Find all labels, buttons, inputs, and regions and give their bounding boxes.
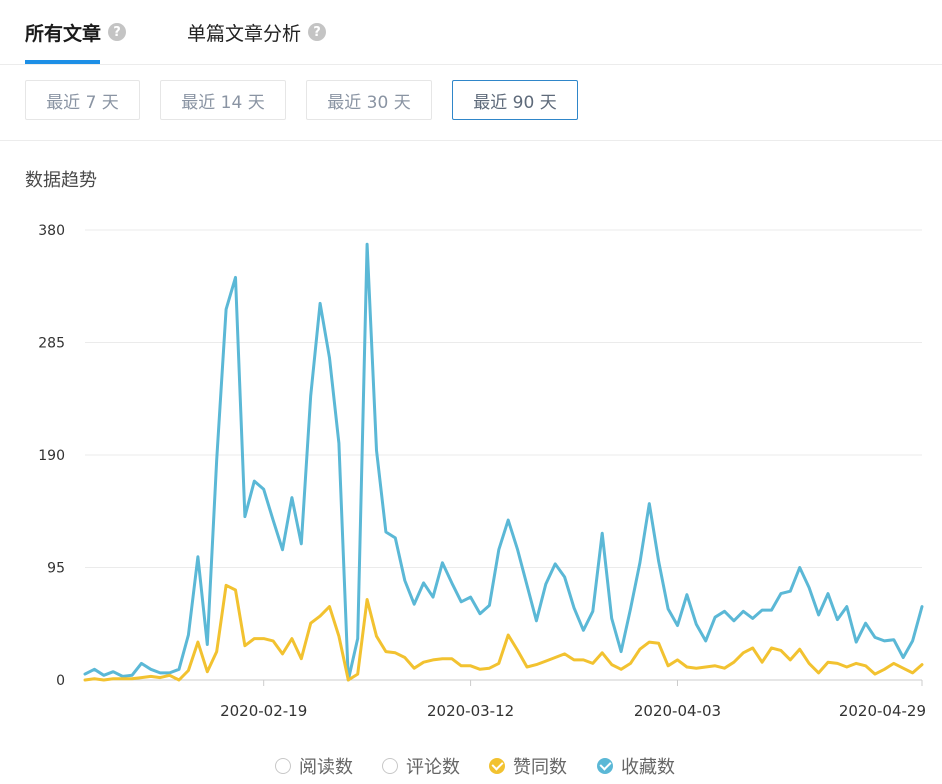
active-tab-indicator <box>25 60 100 64</box>
check-circle-icon <box>489 758 505 774</box>
y-tick-label: 380 <box>38 223 65 239</box>
tab-all-articles-label: 所有文章 <box>25 22 102 45</box>
series-line-收藏数 <box>83 242 924 682</box>
series-line-赞同数 <box>83 583 924 682</box>
checkbox-icon <box>382 758 398 774</box>
range-90-days-button[interactable]: 最近 90 天 <box>452 80 578 120</box>
legend-item-likes[interactable]: 赞同数 <box>489 752 567 780</box>
y-tick-label: 285 <box>38 336 65 352</box>
trend-chart: 380 285 190 95 0 2020-02-19 2020-03-12 2020-04-… <box>38 223 926 720</box>
help-icon[interactable]: ? <box>108 23 127 41</box>
tab-single-article-label: 单篇文章分析 <box>187 22 302 45</box>
tab-single-article-analysis[interactable]: 单篇文章分析 ? <box>187 0 327 64</box>
chart-legend: 阅读数 评论数 赞同数 收藏数 <box>0 752 942 782</box>
legend-item-favorites[interactable]: 收藏数 <box>597 752 675 780</box>
y-tick-label: 95 <box>47 561 65 577</box>
article-tabs: 所有文章 ? 单篇文章分析 ? <box>0 0 942 65</box>
legend-item-reads[interactable]: 阅读数 <box>275 752 353 780</box>
legend-label: 评论数 <box>406 757 460 778</box>
y-tick-label: 0 <box>56 673 65 689</box>
x-tick-label: 2020-04-29 <box>839 702 926 720</box>
y-tick-label: 190 <box>38 448 65 464</box>
legend-label: 阅读数 <box>299 757 353 778</box>
check-circle-icon <box>597 758 613 774</box>
range-14-days-button[interactable]: 最近 14 天 <box>160 80 286 120</box>
help-icon[interactable]: ? <box>308 23 327 41</box>
range-30-days-button[interactable]: 最近 30 天 <box>306 80 432 120</box>
x-tick-label: 2020-03-12 <box>427 702 514 720</box>
checkbox-icon <box>275 758 291 774</box>
legend-item-comments[interactable]: 评论数 <box>382 752 460 780</box>
tab-all-articles[interactable]: 所有文章 ? <box>25 0 127 64</box>
section-title: 数据趋势 <box>25 170 97 191</box>
legend-label: 赞同数 <box>513 757 567 778</box>
date-range-selector: 最近 7 天 最近 14 天 最近 30 天 最近 90 天 <box>0 65 942 141</box>
x-tick-label: 2020-02-19 <box>220 702 307 720</box>
x-tick-label: 2020-04-03 <box>634 702 721 720</box>
legend-label: 收藏数 <box>621 757 675 778</box>
range-7-days-button[interactable]: 最近 7 天 <box>25 80 140 120</box>
